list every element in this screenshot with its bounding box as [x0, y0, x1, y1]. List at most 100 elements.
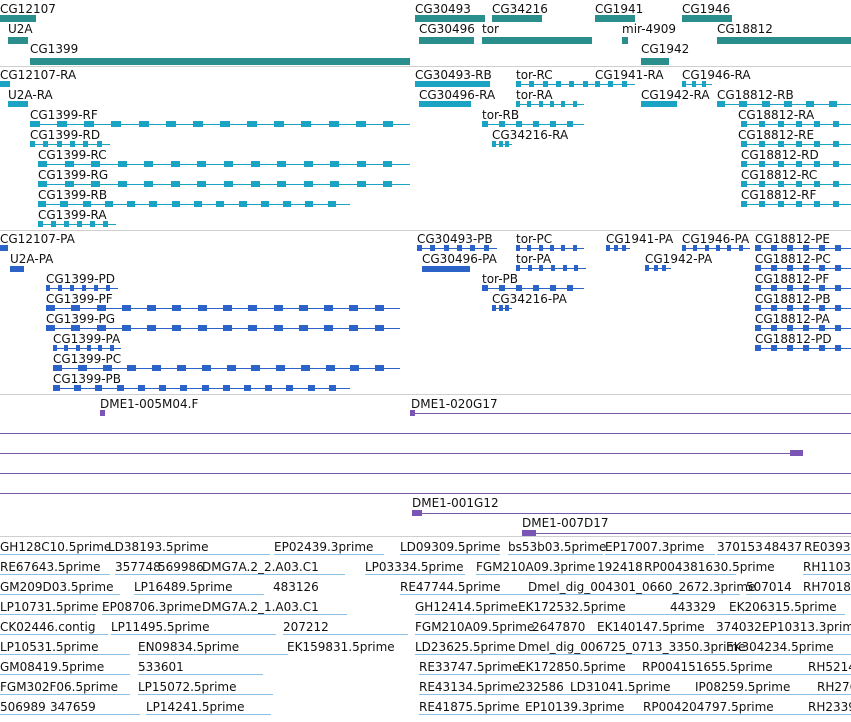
- transcript-model-exon[interactable]: [741, 141, 747, 147]
- gene-feature[interactable]: [717, 37, 851, 44]
- transcript-model-exon[interactable]: [516, 81, 521, 87]
- transcript-model-exon[interactable]: [550, 101, 554, 107]
- protein-model-exon[interactable]: [492, 305, 496, 311]
- transcript-model-exon[interactable]: [277, 181, 286, 187]
- protein-model-exon[interactable]: [147, 325, 156, 331]
- transcript-model-exon[interactable]: [759, 181, 765, 187]
- clone-end[interactable]: [522, 530, 536, 536]
- est-alignment[interactable]: [717, 554, 851, 555]
- est-alignment[interactable]: [115, 574, 345, 575]
- transcript-model-exon[interactable]: [833, 161, 839, 167]
- gene-track-label[interactable]: mir-4909: [622, 22, 677, 36]
- gene-feature[interactable]: [682, 15, 732, 22]
- protein-model-exon[interactable]: [198, 305, 207, 311]
- protein-model-exon[interactable]: [755, 265, 761, 271]
- transcript-model-exon[interactable]: [796, 201, 802, 207]
- transcript-track-label[interactable]: CG1399-RA: [38, 208, 107, 222]
- transcript-model-exon[interactable]: [516, 101, 520, 107]
- protein-model-exon[interactable]: [716, 245, 720, 251]
- protein-model-exon[interactable]: [147, 305, 156, 311]
- protein-track-label[interactable]: U2A-PA: [10, 252, 54, 266]
- transcript-model-exon[interactable]: [38, 181, 47, 187]
- protein-model-exon[interactable]: [375, 325, 384, 331]
- transcript-model-exon[interactable]: [561, 101, 565, 107]
- protein-model-exon[interactable]: [223, 305, 232, 311]
- transcript-model-exon[interactable]: [608, 81, 613, 87]
- transcript-model-exon[interactable]: [251, 181, 260, 187]
- est-track-label[interactable]: 2647870: [532, 620, 586, 634]
- transcript-model-exon[interactable]: [111, 121, 121, 127]
- transcript-model-exon[interactable]: [499, 121, 505, 127]
- protein-model-exon[interactable]: [46, 285, 50, 291]
- est-track-label[interactable]: LP11495.5prime: [111, 620, 210, 634]
- protein-model-exon[interactable]: [98, 345, 102, 351]
- transcript-model-exon[interactable]: [70, 141, 75, 147]
- protein-model-exon[interactable]: [614, 245, 618, 251]
- protein-track-label[interactable]: CG1399-PC: [53, 352, 122, 366]
- transcript-track-label[interactable]: CG1399-RG: [38, 168, 109, 182]
- transcript-model-exon[interactable]: [171, 161, 180, 167]
- est-track-label[interactable]: RP004204797.5prime: [643, 700, 774, 714]
- transcript-model-exon[interactable]: [829, 101, 837, 107]
- transcript-model-exon[interactable]: [83, 201, 91, 207]
- est-alignment[interactable]: [400, 594, 740, 595]
- protein-model-exon[interactable]: [350, 365, 359, 371]
- protein-model-exon[interactable]: [172, 305, 181, 311]
- protein-model-exon[interactable]: [127, 365, 136, 371]
- protein-model-exon[interactable]: [551, 265, 555, 271]
- gene-track-label[interactable]: CG30493: [415, 2, 471, 16]
- protein-model-exon[interactable]: [430, 245, 435, 251]
- est-track-label[interactable]: Dmel_dig_006725_0713_3350.3prime: [518, 640, 746, 654]
- transcript-track-label[interactable]: CG1399-RF: [30, 108, 98, 122]
- protein-track-label[interactable]: CG30493-PB: [417, 232, 493, 246]
- protein-model-exon[interactable]: [122, 305, 131, 311]
- transcript-model-exon[interactable]: [64, 221, 69, 227]
- transcript-model-exon[interactable]: [65, 181, 74, 187]
- est-track-label[interactable]: 370153: [717, 540, 763, 554]
- est-alignment[interactable]: [400, 554, 500, 555]
- transcript-model-exon[interactable]: [702, 81, 706, 87]
- protein-model-exon[interactable]: [53, 385, 60, 391]
- protein-model-exon[interactable]: [539, 245, 543, 251]
- transcript-model-exon[interactable]: [51, 221, 56, 227]
- est-alignment[interactable]: [0, 714, 140, 715]
- transcript-model-exon[interactable]: [622, 81, 627, 87]
- transcript-track-label[interactable]: CG18812-RE: [738, 128, 815, 142]
- protein-track-label[interactable]: CG34216-PA: [492, 292, 567, 306]
- transcript-model-exon[interactable]: [84, 121, 94, 127]
- protein-model-intron[interactable]: [53, 388, 350, 389]
- protein-model-exon[interactable]: [64, 345, 68, 351]
- gene-feature[interactable]: [0, 15, 36, 22]
- protein-model-exon[interactable]: [326, 365, 335, 371]
- protein-model-exon[interactable]: [819, 245, 825, 251]
- est-track-label[interactable]: CK02446.contig: [0, 620, 96, 634]
- transcript-track-label[interactable]: CG18812-RC: [741, 168, 818, 182]
- transcript-model-exon[interactable]: [97, 141, 102, 147]
- est-alignment[interactable]: [419, 714, 851, 715]
- est-alignment[interactable]: [102, 614, 347, 615]
- transcript-model-exon[interactable]: [105, 201, 113, 207]
- transcript-model-exon[interactable]: [220, 121, 230, 127]
- protein-model-exon[interactable]: [202, 365, 211, 371]
- protein-model-exon[interactable]: [574, 265, 578, 271]
- transcript-model-exon[interactable]: [91, 181, 100, 187]
- gene-track-label[interactable]: U2A: [8, 22, 33, 36]
- transcript-model-exon[interactable]: [556, 81, 561, 87]
- protein-model-exon[interactable]: [682, 245, 686, 251]
- protein-model-exon[interactable]: [444, 245, 449, 251]
- protein-model-exon[interactable]: [110, 345, 114, 351]
- transcript-model-exon[interactable]: [492, 141, 496, 147]
- transcript-model-exon[interactable]: [77, 221, 82, 227]
- est-alignment[interactable]: [0, 634, 108, 635]
- protein-model-intron[interactable]: [606, 248, 630, 249]
- est-alignment[interactable]: [415, 634, 851, 635]
- est-alignment[interactable]: [419, 694, 851, 695]
- protein-model-exon[interactable]: [567, 285, 573, 291]
- transcript-model-exon[interactable]: [778, 141, 784, 147]
- protein-model-exon[interactable]: [301, 365, 310, 371]
- transcript-model-exon[interactable]: [527, 101, 531, 107]
- protein-model-exon[interactable]: [180, 385, 187, 391]
- transcript-model-exon[interactable]: [30, 141, 35, 147]
- est-alignment[interactable]: [138, 674, 263, 675]
- transcript-model-exon[interactable]: [90, 221, 95, 227]
